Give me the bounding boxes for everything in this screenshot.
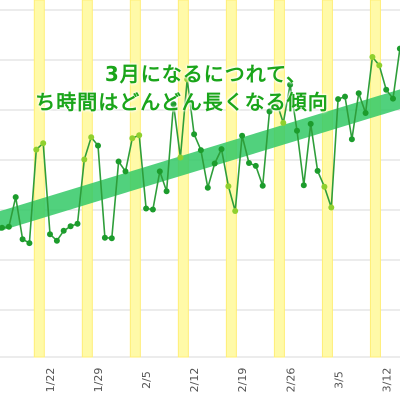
data-point	[129, 135, 136, 142]
data-point	[280, 119, 287, 126]
data-point	[314, 167, 321, 174]
data-point	[108, 235, 115, 242]
annotation-line-2: ち時間はどんどん長くなる傾向	[35, 90, 329, 114]
weekend-band	[81, 0, 93, 358]
data-point	[88, 134, 95, 141]
data-point	[33, 146, 40, 153]
data-point	[239, 132, 246, 139]
data-point	[60, 227, 67, 234]
data-point	[376, 62, 383, 69]
data-point	[122, 168, 129, 175]
annotation-line-1: 3月になるにつれて、	[104, 62, 308, 86]
data-point	[163, 188, 170, 195]
data-point	[246, 160, 252, 166]
x-tick-label: 1/22	[44, 368, 57, 393]
data-point	[177, 154, 184, 161]
data-point	[170, 101, 177, 108]
data-point	[362, 110, 369, 116]
data-point	[307, 120, 314, 127]
data-point	[12, 194, 19, 201]
data-point	[26, 240, 33, 247]
x-tick-label: 3/12	[380, 368, 393, 393]
x-tick-label: 2/26	[284, 368, 297, 393]
data-point	[328, 204, 335, 211]
data-point	[19, 236, 26, 243]
data-point	[95, 142, 101, 149]
data-point	[5, 223, 12, 230]
data-point	[218, 146, 225, 153]
data-point	[81, 156, 88, 163]
x-tick-label: 2/19	[236, 368, 249, 393]
data-point	[197, 147, 204, 154]
data-point	[149, 206, 156, 213]
data-point	[259, 182, 266, 189]
data-point	[191, 131, 198, 138]
x-tick-label: 2/12	[188, 368, 201, 393]
data-point	[156, 168, 163, 175]
weekend-band	[321, 0, 333, 358]
data-point	[294, 127, 300, 134]
data-point	[390, 95, 396, 102]
data-point	[143, 205, 150, 212]
data-point	[348, 136, 355, 143]
data-point	[40, 140, 47, 147]
data-point	[211, 160, 218, 167]
weekend-band	[369, 0, 381, 358]
data-point	[321, 183, 328, 190]
data-point	[101, 234, 108, 241]
weekend-band	[33, 0, 45, 358]
data-point	[273, 98, 280, 105]
data-point	[266, 108, 273, 115]
trend-band	[0, 89, 400, 231]
data-point	[74, 220, 81, 227]
data-point	[115, 158, 122, 165]
data-point	[252, 162, 259, 169]
data-point	[383, 86, 390, 93]
data-point	[355, 90, 362, 97]
trend-band-line	[0, 89, 400, 231]
data-point	[396, 45, 400, 52]
data-point	[300, 182, 307, 189]
weekend-band	[225, 0, 237, 358]
data-point	[225, 183, 232, 190]
x-axis-ticks: 1/22 1/29 2/5 2/12 2/19 2/26 3/5 3/12	[44, 368, 393, 393]
data-point	[0, 224, 5, 231]
data-point	[53, 237, 60, 244]
data-point	[67, 223, 74, 230]
x-tick-label: 1/29	[92, 368, 105, 393]
weekend-band	[177, 0, 189, 358]
data-point	[47, 231, 53, 238]
series-points	[0, 45, 400, 247]
data-point	[335, 96, 342, 103]
data-point	[184, 76, 191, 83]
data-point	[342, 93, 348, 100]
x-tick-label: 2/5	[140, 371, 153, 389]
data-point	[232, 208, 239, 214]
data-point	[369, 54, 376, 60]
weekend-band	[273, 0, 285, 358]
data-point	[287, 81, 294, 88]
data-point	[204, 184, 211, 191]
weekend-highlights	[33, 0, 381, 358]
x-tick-label: 3/5	[332, 371, 345, 389]
data-point	[136, 132, 143, 139]
